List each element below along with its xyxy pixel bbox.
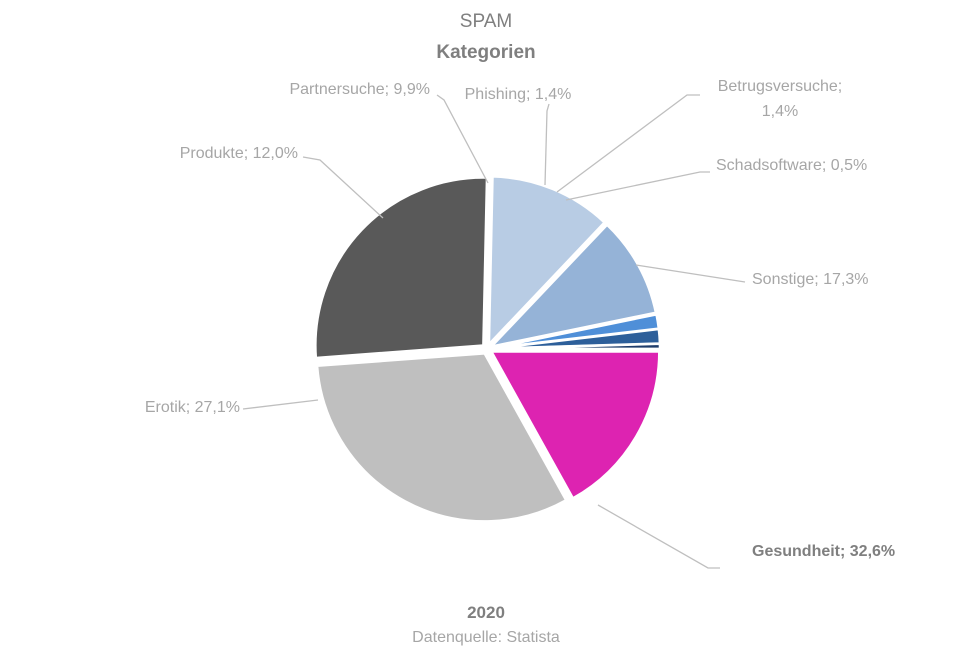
slice-label-line: 1,4% — [762, 103, 798, 120]
slice-label-line: Betrugsversuche; — [718, 78, 843, 95]
leader-line-partnersuche — [436, 94, 489, 184]
leader-line-sonstige — [635, 264, 746, 283]
leader-lines — [242, 94, 746, 569]
pie-slices — [314, 175, 662, 523]
slice-labels: Sonstige; 17,3% Gesundheit; 32,6% Erotik; … — [145, 78, 895, 560]
leader-line-schadsoftware — [565, 171, 710, 201]
leader-line-gesundheit — [597, 504, 720, 569]
leader-line-phishing — [544, 103, 550, 186]
chart-title: SPAM — [460, 11, 512, 32]
pie-slice-sonstige — [490, 350, 661, 500]
pie-slice-schadsoftware — [490, 342, 662, 351]
leader-line-betrugsversuche — [556, 94, 700, 193]
leader-line-produkte — [302, 156, 384, 219]
pie-slice-erotik — [314, 176, 489, 360]
slice-label-partnersuche: Partnersuche; 9,9% — [289, 81, 430, 98]
chart-year: 2020 — [467, 603, 505, 622]
pie-slice-gesundheit — [315, 352, 568, 523]
chart-source: Datenquelle: Statista — [412, 629, 560, 646]
slice-label-sonstige: Sonstige; 17,3% — [752, 271, 869, 288]
pie-slice-produkte — [487, 175, 606, 346]
slice-label-produkte: Produkte; 12,0% — [180, 145, 298, 162]
chart-subtitle: Kategorien — [436, 42, 535, 63]
slice-label-gesundheit: Gesundheit; 32,6% — [752, 543, 895, 560]
leader-line-erotik — [242, 399, 319, 410]
slice-label-schadsoftware: Schadsoftware; 0,5% — [716, 157, 867, 174]
slice-label-erotik: Erotik; 27,1% — [145, 399, 240, 416]
slice-label-betrugsversuche: Betrugsversuche; 1,4% — [718, 78, 843, 120]
slice-label-phishing: Phishing; 1,4% — [465, 86, 572, 103]
